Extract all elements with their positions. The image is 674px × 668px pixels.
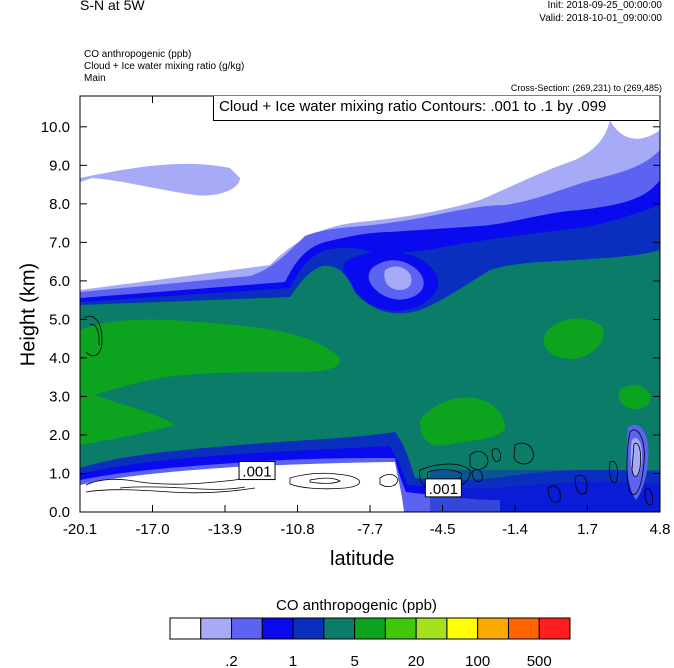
colorbar-swatch xyxy=(477,617,509,640)
contour-label-box xyxy=(424,478,462,498)
co-shading xyxy=(80,96,660,512)
y-tick-label: 7.0 xyxy=(49,234,70,251)
field-name-main: Main xyxy=(84,73,106,84)
x-tick-label: -10.8 xyxy=(280,521,314,538)
colorbar-swatch xyxy=(231,617,263,640)
y-axis-label: Height (km) xyxy=(17,262,40,367)
colorbar-label: 5 xyxy=(350,653,358,668)
colorbar-swatch xyxy=(323,617,356,640)
contour-label-box xyxy=(238,461,276,481)
colorbar-swatch xyxy=(261,617,294,640)
y-tick-label: 8.0 xyxy=(49,196,70,213)
y-tick-label: 10.0 xyxy=(41,119,70,136)
cross-section-info: Cross-Section: (269,231) to (269,485) xyxy=(510,83,662,93)
colorbar-swatch xyxy=(415,617,448,640)
y-tick-label: 3.0 xyxy=(49,388,70,405)
field-name-cloud: Cloud + Ice water mixing ratio (g/kg) xyxy=(84,61,245,72)
x-tick-label: -1.4 xyxy=(502,521,528,538)
contour-label: .001 xyxy=(429,481,458,498)
y-tick-label: 6.0 xyxy=(49,273,70,290)
colorbar-label: 100 xyxy=(465,653,490,668)
contour-legend: Cloud + Ice water mixing ratio Contours:… xyxy=(213,96,659,121)
x-axis-label: latitude xyxy=(330,548,395,570)
y-tick-label: 5.0 xyxy=(49,311,70,328)
y-tick-label: 1.0 xyxy=(49,465,70,482)
x-tick-label: -17.0 xyxy=(135,521,169,538)
y-tick-label: 0.0 xyxy=(49,504,70,521)
cloud-contours xyxy=(83,315,653,506)
x-tick-label: 4.8 xyxy=(650,521,671,538)
colorbar-swatch xyxy=(538,617,571,640)
x-tick-label: -13.9 xyxy=(208,521,242,538)
valid-time: Valid: 2018-10-01_09:00:00 xyxy=(539,13,662,24)
field-name-co: CO anthropogenic (ppb) xyxy=(84,49,192,60)
x-tick-label: -4.5 xyxy=(430,521,456,538)
plot-title: S-N at 5W xyxy=(80,0,145,13)
contour-legend-text: Cloud + Ice water mixing ratio Contours:… xyxy=(219,98,607,115)
y-tick-label: 2.0 xyxy=(49,427,70,444)
colorbar-label: 20 xyxy=(408,653,425,668)
contour-label: .001 xyxy=(242,464,271,481)
colorbar-swatch xyxy=(354,617,386,640)
colorbar-swatch xyxy=(169,617,202,640)
x-tick-label: 1.7 xyxy=(577,521,598,538)
colorbar-swatch xyxy=(292,617,325,640)
colorbar-label: 1 xyxy=(289,653,297,668)
colorbar-swatch xyxy=(384,617,417,640)
y-tick-label: 9.0 xyxy=(49,157,70,174)
colorbar-title: CO anthropogenic (ppb) xyxy=(276,597,437,614)
y-tick-label: 4.0 xyxy=(49,350,70,367)
colorbar-swatch xyxy=(200,617,233,640)
colorbar-label: 500 xyxy=(527,653,552,668)
colorbar-swatch xyxy=(446,617,479,640)
x-tick-label: -20.1 xyxy=(63,521,97,538)
init-time: Init: 2018-09-25_00:00:00 xyxy=(547,0,662,11)
colorbar-swatch xyxy=(507,617,540,640)
x-tick-label: -7.7 xyxy=(357,521,383,538)
colorbar-label: .2 xyxy=(225,653,238,668)
